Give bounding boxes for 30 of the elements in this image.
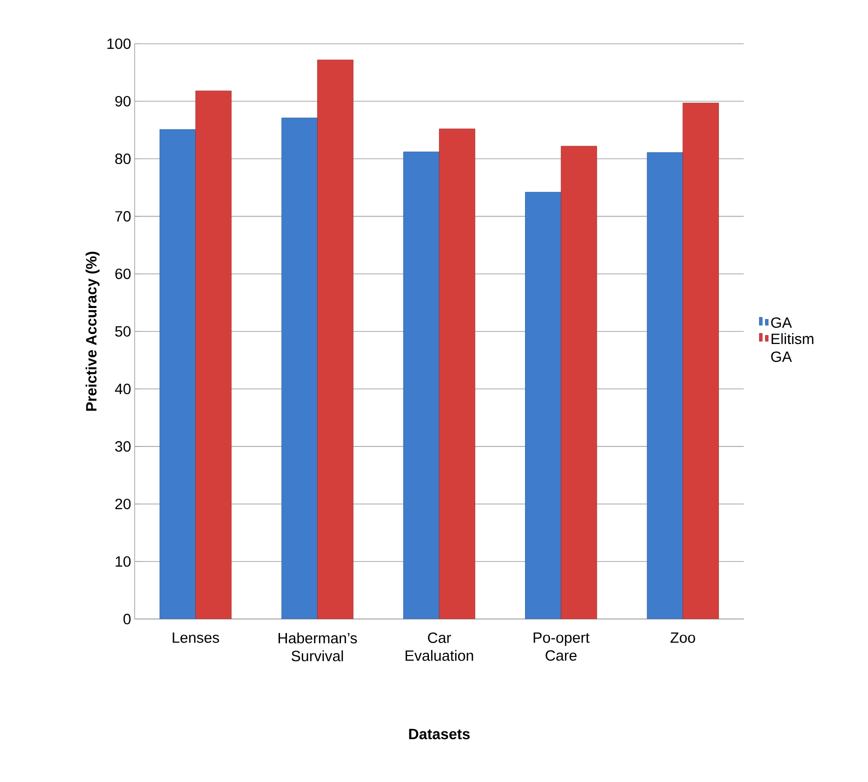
bar — [281, 118, 318, 620]
bar — [646, 152, 684, 620]
bar — [439, 128, 476, 620]
y-axis-title: Preictive Accuracy (%) — [86, 252, 100, 411]
y-tick-label: 50 — [115, 326, 131, 337]
y-tick-label: 40 — [114, 384, 131, 394]
y-tick-label: 90 — [115, 96, 131, 107]
bar — [160, 129, 196, 620]
y-tick-label: 60 — [115, 268, 131, 280]
y-tick-label: 20 — [115, 498, 131, 510]
x-tick-label: Po-opert Care — [534, 632, 590, 661]
legend-label: GA — [771, 317, 792, 328]
y-tick-label: 80 — [115, 154, 131, 164]
x-axis-title: Datasets — [409, 728, 470, 740]
bar — [682, 102, 719, 620]
x-tick-label: Car Evaluation — [406, 632, 474, 661]
bar — [195, 90, 232, 620]
bar — [560, 146, 598, 620]
bar — [317, 60, 354, 620]
x-tick-label: Lenses — [172, 632, 220, 643]
bar — [403, 152, 440, 620]
legend-label: Elitism GA — [771, 333, 814, 362]
y-tick-label: 0 — [123, 614, 131, 624]
y-tick-label: 30 — [115, 441, 131, 452]
bar — [525, 192, 562, 620]
x-tick-label: Zoo — [670, 632, 696, 643]
x-tick-label: Haberman’s Survival — [278, 632, 357, 662]
y-tick-label: 100 — [107, 38, 131, 49]
y-tick-label: 10 — [116, 556, 131, 567]
y-tick-label: 70 — [115, 211, 131, 222]
